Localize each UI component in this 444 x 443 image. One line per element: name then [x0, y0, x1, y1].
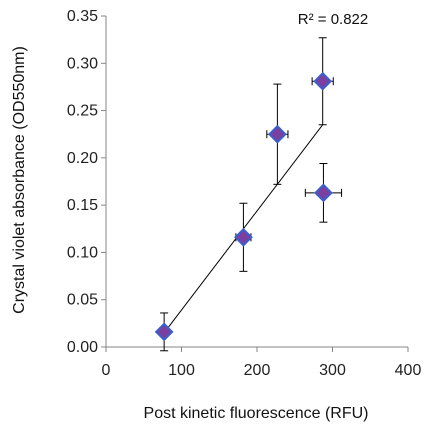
y-tick-label: 0.30 — [67, 55, 98, 72]
data-point-marker — [154, 322, 174, 342]
y-tick-label: 0.05 — [67, 292, 98, 309]
data-point-marker — [233, 227, 253, 247]
y-tick-label: 0.25 — [67, 103, 98, 120]
x-tick-label: 400 — [395, 362, 422, 379]
x-axis-title: Post kinetic fluorescence (RFU) — [144, 405, 369, 422]
error-bar-layer — [159, 37, 343, 352]
y-tick-label: 0.35 — [67, 8, 98, 25]
y-tick-label: 0.15 — [67, 197, 98, 214]
data-point-marker — [313, 71, 333, 91]
data-point-marker — [314, 183, 333, 203]
data-point-marker — [267, 124, 287, 144]
x-tick-label: 200 — [244, 362, 271, 379]
tick-layer: 0.00 0.05 0.10 0.15 0.20 0.25 0.30 0.35 0 100 200 3… — [67, 8, 422, 379]
x-tick-label: 100 — [168, 362, 195, 379]
y-tick-label: 0.20 — [67, 150, 98, 167]
y-tick-label: 0.10 — [67, 244, 98, 261]
r-squared-annotation: R² = 0.822 — [298, 11, 368, 28]
y-tick-label: 0.00 — [67, 339, 98, 356]
x-tick-label: 0 — [102, 362, 111, 379]
x-tick-label: 300 — [319, 362, 346, 379]
marker-layer — [154, 71, 333, 342]
y-axis-title: Crystal violet absorbance (OD550nm) — [11, 46, 28, 314]
